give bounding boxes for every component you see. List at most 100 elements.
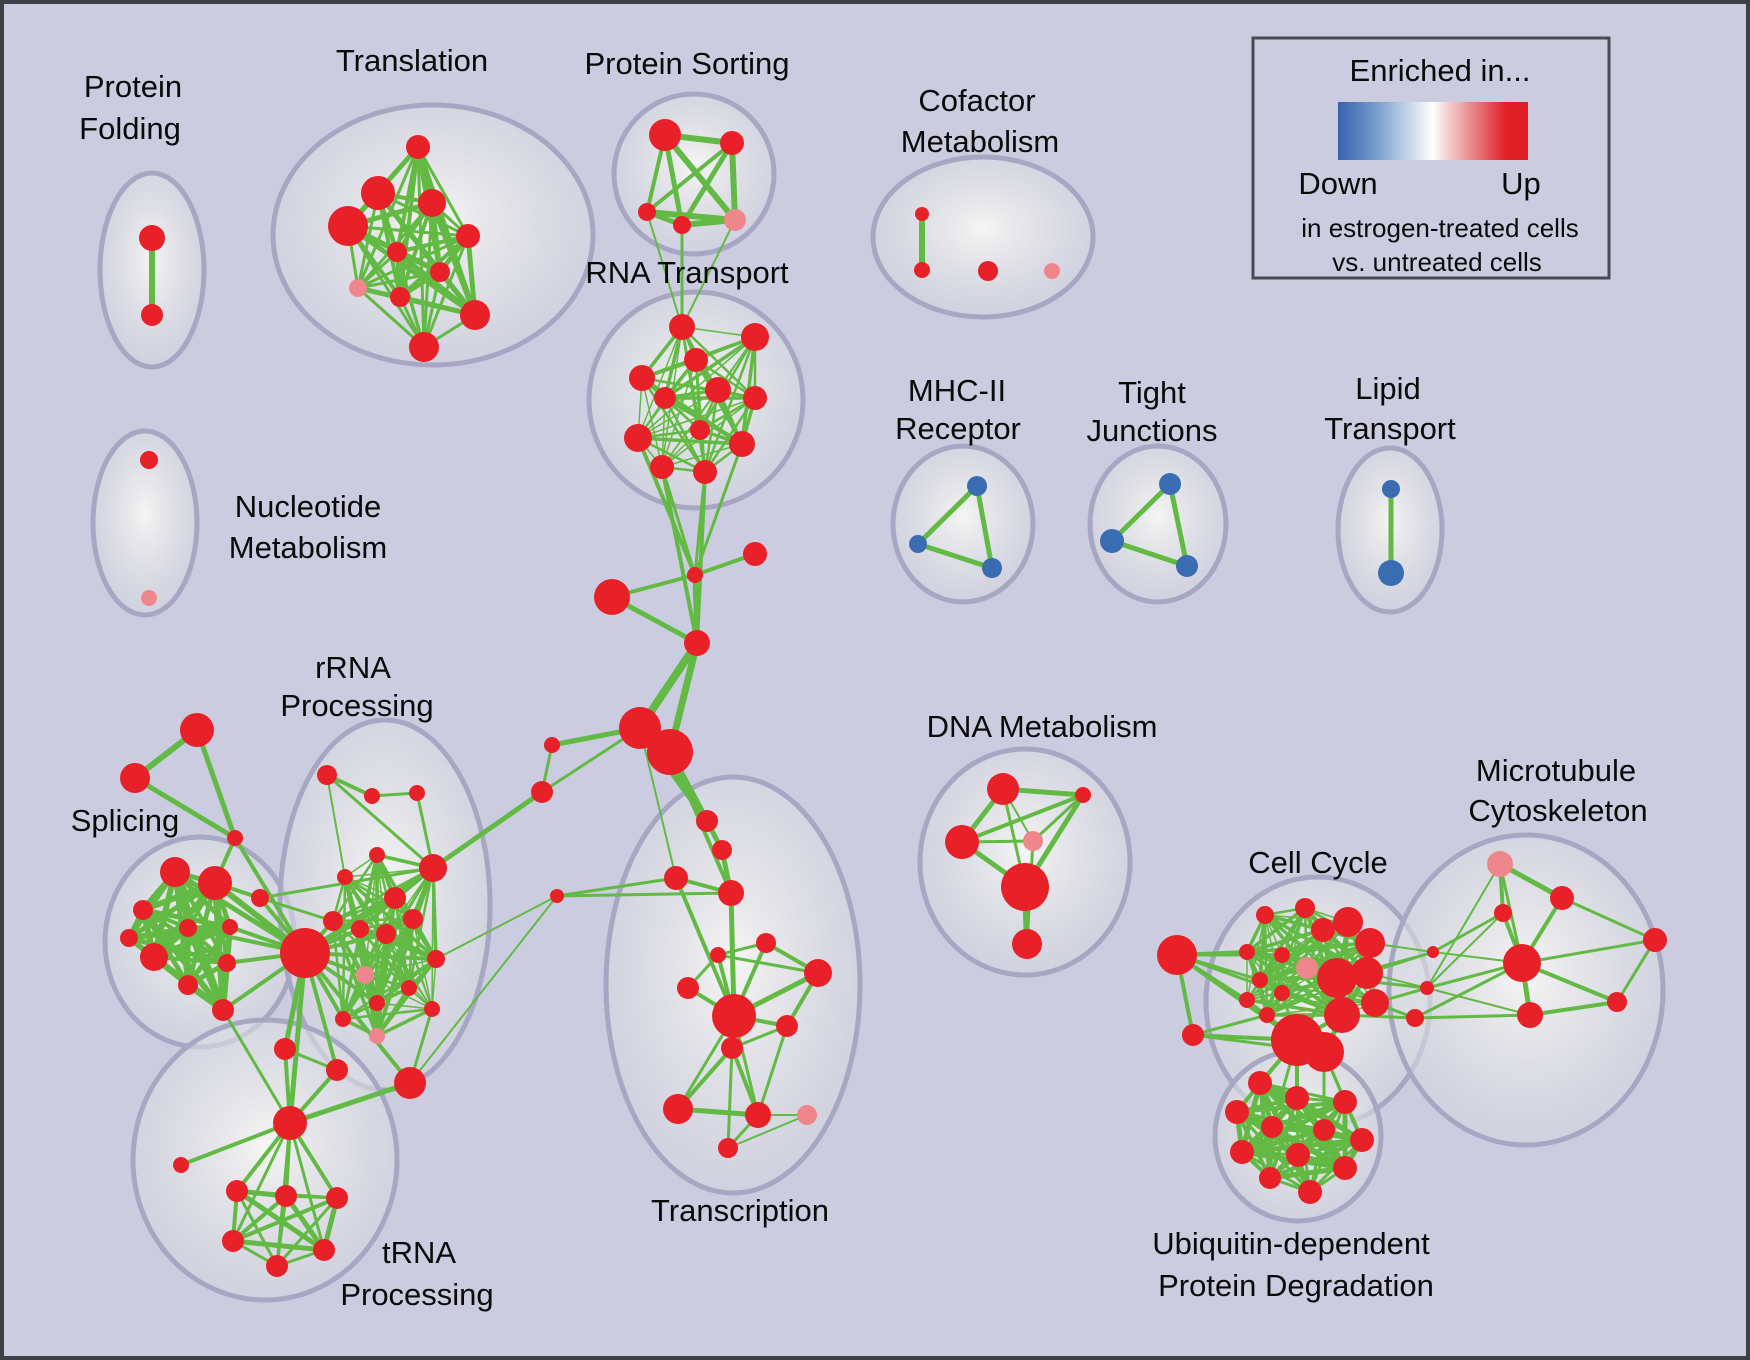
legend-up-label: Up: [1501, 166, 1541, 201]
network-node-31: [1378, 560, 1404, 586]
cluster-ellipse-tight-junctions: [1087, 443, 1229, 605]
network-node-111: [266, 1255, 288, 1277]
network-node-88: [323, 911, 343, 931]
cluster-label-rrna-processing-0: rRNA: [315, 650, 391, 685]
network-node-97: [335, 1011, 351, 1027]
network-node-33: [741, 323, 769, 351]
network-edge: [346, 224, 426, 349]
network-edge: [231, 1194, 288, 1243]
network-edge: [641, 377, 663, 468]
network-edge: [1413, 961, 1524, 1020]
network-node-156: [1286, 1143, 1310, 1167]
network-node-104: [273, 1106, 307, 1140]
network-edge: [756, 1024, 789, 1117]
network-edge: [1109, 538, 1190, 569]
network-node-131: [1351, 957, 1383, 989]
network-edge: [287, 950, 308, 1126]
network-node-35: [629, 365, 655, 391]
network-node-85: [384, 887, 406, 909]
network-edge: [346, 224, 470, 238]
network-node-6: [456, 224, 480, 248]
network-node-110: [313, 1239, 335, 1261]
network-edge: [341, 1007, 434, 1021]
cluster-label-transcription-0: Transcription: [651, 1193, 829, 1228]
network-edge: [341, 917, 415, 1021]
cluster-label-trna-processing-0: tRNA: [382, 1235, 456, 1270]
cluster-label-dna-metabolism-0: DNA Metabolism: [927, 709, 1158, 744]
network-node-141: [1487, 851, 1513, 877]
network-node-127: [1296, 957, 1318, 979]
network-edge: [288, 1121, 326, 1252]
cluster-label-protein-folding-0: Protein: [84, 69, 182, 104]
network-edge: [663, 396, 707, 474]
network-node-102: [394, 1067, 426, 1099]
network-edge: [1528, 1000, 1619, 1017]
network-node-84: [419, 854, 447, 882]
network-node-16: [673, 216, 691, 234]
network-node-125: [1239, 944, 1255, 960]
network-node-79: [178, 975, 198, 995]
network-edge: [915, 541, 995, 571]
network-node-10: [390, 287, 410, 307]
network-node-17: [724, 209, 746, 231]
network-node-145: [1517, 1002, 1543, 1028]
cluster-label-ubiquitin-degradation-1: Protein Degradation: [1158, 1268, 1434, 1303]
network-node-64: [721, 1037, 743, 1059]
network-node-3: [361, 176, 395, 210]
network-edge: [662, 132, 738, 223]
network-node-63: [776, 1015, 798, 1037]
network-edge: [416, 145, 470, 238]
network-edge: [703, 335, 757, 474]
network-edge: [132, 775, 238, 841]
network-edge: [555, 891, 733, 898]
network-node-86: [369, 847, 385, 863]
network-node-124: [1355, 928, 1385, 958]
network-node-19: [914, 262, 930, 278]
network-node-144: [1503, 944, 1541, 982]
cluster-ellipse-cofactor-metabolism: [870, 154, 1096, 320]
network-edge: [674, 876, 736, 1018]
network-node-68: [718, 1138, 738, 1158]
network-edge: [716, 953, 820, 975]
network-node-25: [909, 535, 927, 553]
network-edge: [645, 141, 734, 214]
network-node-22: [140, 451, 158, 469]
cluster-label-microtubule-cytoskeleton-0: Microtubule: [1476, 753, 1636, 788]
network-edge: [637, 326, 683, 439]
network-node-94: [401, 980, 417, 996]
network-node-1: [141, 304, 163, 326]
cluster-label-lipid-transport-1: Transport: [1324, 411, 1456, 446]
network-node-27: [1159, 473, 1181, 495]
network-node-154: [1350, 1128, 1374, 1152]
legend-gradient-bar: [1338, 102, 1528, 160]
network-edge: [555, 876, 678, 898]
network-edge: [325, 773, 435, 870]
network-node-112: [987, 773, 1019, 805]
cluster-ellipse-mhc-ii-receptor: [890, 443, 1036, 605]
network-edge: [640, 376, 707, 474]
network-edge: [1167, 481, 1190, 569]
network-node-149: [1285, 1086, 1309, 1110]
network-node-146: [1607, 992, 1627, 1012]
network-node-62: [712, 994, 756, 1038]
network-node-4: [418, 189, 446, 217]
cluster-label-mhc-ii-receptor-0: MHC-II: [908, 373, 1006, 408]
network-node-151: [1225, 1100, 1249, 1124]
network-edge: [431, 867, 434, 1010]
network-node-158: [1333, 1156, 1357, 1180]
network-edge: [646, 211, 683, 328]
network-node-24: [967, 476, 987, 496]
network-edge: [1426, 863, 1501, 989]
cluster-label-splicing-0: Splicing: [71, 803, 180, 838]
cluster-label-rrna-processing-1: Processing: [280, 688, 433, 723]
cluster-label-nucleotide-metabolism-1: Metabolism: [229, 530, 388, 565]
network-node-128: [1252, 972, 1268, 988]
network-node-21: [1044, 263, 1060, 279]
network-node-49: [647, 729, 693, 775]
network-node-12: [409, 332, 439, 362]
network-edge: [364, 958, 437, 976]
network-node-53: [696, 810, 718, 832]
cluster-label-microtubule-cytoskeleton-1: Cytoskeleton: [1468, 793, 1647, 828]
